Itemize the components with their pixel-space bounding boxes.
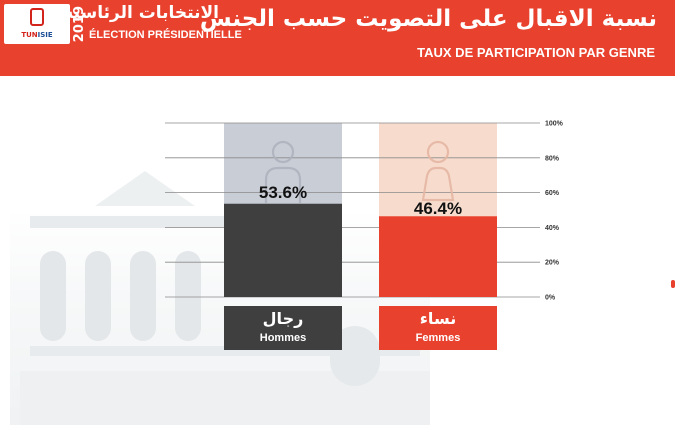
man-icon [264,140,302,203]
y-tick-label: 40% [545,225,560,232]
category-label-french: Femmes [415,332,461,344]
header-banner: TUNISIE 2019 الانتخابات الرئاسية ÉLECTIO… [0,0,675,76]
logo-text-isie: ISIE [37,31,53,39]
chart-title-arabic: نسبة الاقبال على التصويت حسب الجنس [199,6,657,32]
data-label: 46.4% [414,199,462,218]
category-label-men: رجال Hommes [224,306,342,350]
isie-logo: TUNISIE [4,4,70,44]
woman-icon [421,140,455,202]
category-label-arabic: نساء [419,309,457,328]
data-label: 53.6% [259,183,307,202]
y-tick-label: 80% [545,155,560,162]
event-title-french: ÉLECTION PRÉSIDENTIELLE [89,29,242,41]
event-title-arabic: الانتخابات الرئاسية [63,3,219,23]
y-tick-label: 100% [545,121,564,128]
logo-text-tn: TUN [21,31,38,39]
bar [224,203,342,297]
bar [379,216,497,297]
chart-subtitle-french: TAUX DE PARTICIPATION PAR GENRE [417,45,655,60]
edge-marker [671,280,675,288]
category-label-french: Hommes [259,332,307,344]
y-tick-label: 60% [545,190,560,197]
y-tick-label: 20% [545,260,560,267]
emblem-icon [30,8,44,26]
category-label-women: نساء Femmes [379,306,497,350]
category-label-arabic: رجال [262,309,304,328]
y-tick-label: 0% [545,295,556,302]
